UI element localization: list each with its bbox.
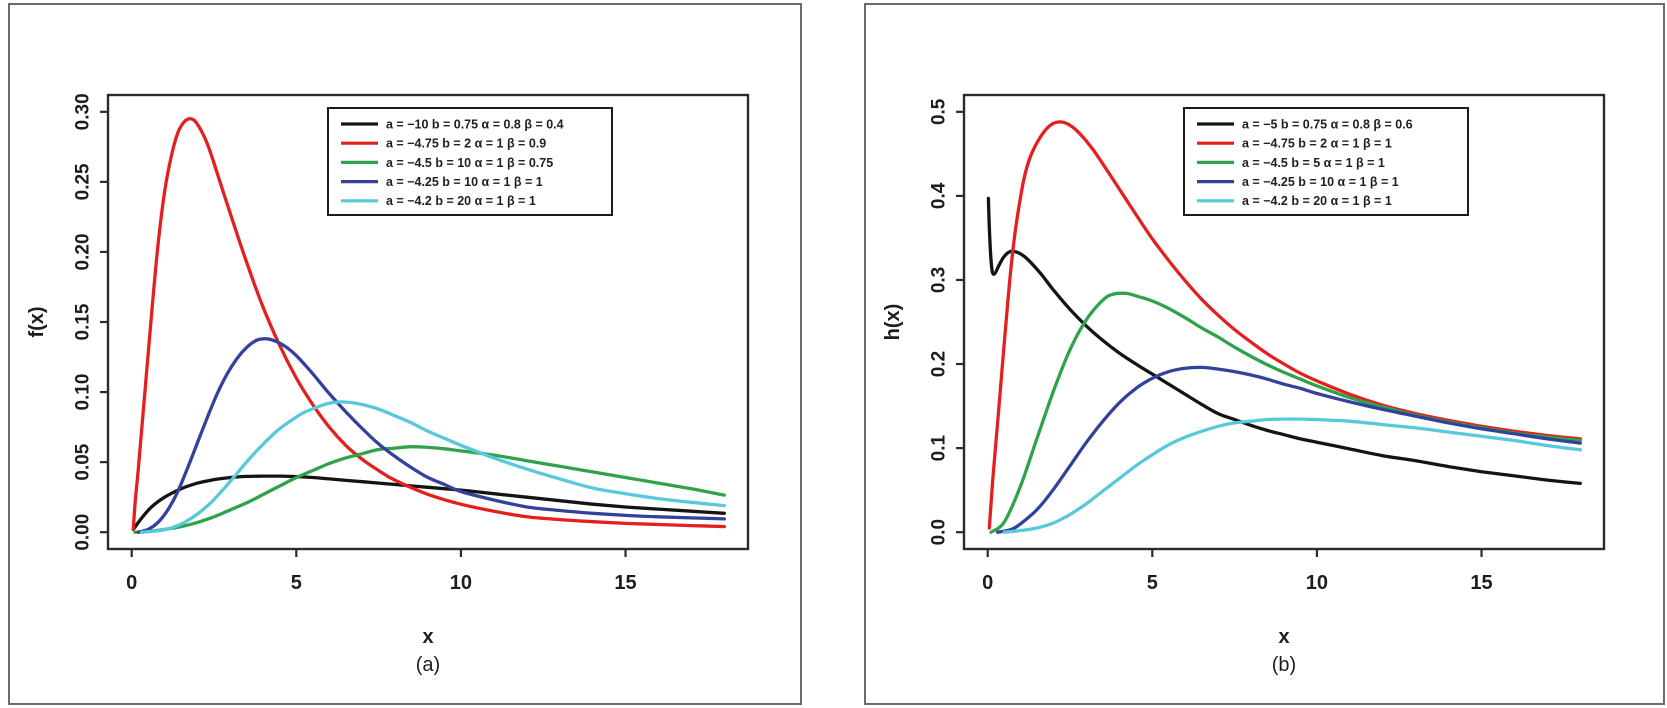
x-tick-label: 10 — [1306, 572, 1328, 594]
y-tick-label: 0.20 — [73, 233, 94, 270]
x-tick-label: 0 — [126, 572, 137, 594]
y-tick-label: 0.3 — [929, 267, 950, 293]
y-axis-label: h(x) — [882, 304, 904, 341]
legend-label-cyan: a = −4.2 b = 20 α = 1 β = 1 — [1242, 194, 1392, 208]
legend-label-blue: a = −4.25 b = 10 α = 1 β = 1 — [386, 175, 543, 189]
y-tick-label: 0.1 — [929, 434, 950, 461]
y-tick-label: 0.15 — [73, 303, 94, 340]
y-tick-label: 0.0 — [929, 519, 950, 545]
curve-black — [986, 196, 1582, 486]
legend-label-black: a = −10 b = 0.75 α = 0.8 β = 0.4 — [386, 117, 564, 131]
legend-label-black: a = −5 b = 0.75 α = 0.8 β = 0.6 — [1242, 117, 1413, 131]
x-tick-label: 0 — [982, 572, 993, 594]
y-tick-label: 0.10 — [73, 374, 94, 411]
curve-blue — [136, 337, 726, 534]
x-tick-label: 5 — [1147, 572, 1158, 594]
y-tick-label: 0.00 — [73, 514, 94, 551]
legend-label-blue: a = −4.25 b = 10 α = 1 β = 1 — [1242, 175, 1399, 189]
y-tick-label: 0.5 — [929, 98, 950, 125]
y-tick-label: 0.2 — [929, 351, 950, 377]
curve-black — [131, 474, 726, 532]
x-tick-label: 15 — [614, 572, 636, 594]
plot-box — [962, 93, 1606, 551]
y-tick-label: 0.4 — [929, 182, 950, 209]
legend-label-red: a = −4.75 b = 2 α = 1 β = 0.9 — [386, 137, 546, 151]
legend-label-green: a = −4.5 b = 5 α = 1 β = 1 — [1242, 156, 1385, 170]
y-tick-label: 0.05 — [73, 443, 94, 480]
x-tick-label: 5 — [291, 572, 302, 594]
curve-green — [989, 291, 1582, 534]
panel-a: 0 5 10 15 0.00 0.05 0.10 0.15 0.20 0.25 0.30 x (a) f(… — [8, 3, 802, 705]
curve-blue — [995, 365, 1582, 534]
y-tick-label: 0.25 — [73, 163, 94, 200]
curve-green — [133, 445, 726, 534]
legend-label-cyan: a = −4.2 b = 20 α = 1 β = 1 — [386, 194, 536, 208]
curve-cyan — [139, 400, 726, 534]
curve-cyan — [1002, 417, 1582, 534]
x-axis-label: x — [1278, 626, 1289, 648]
plot-svg-(b): 0 5 10 15 0.0 0.1 0.2 0.3 0.4 0.5 x (b) h(x) a = −5 b… — [882, 93, 1606, 676]
x-axis-label: x — [422, 626, 433, 648]
plot-svg-(a): 0 5 10 15 0.00 0.05 0.10 0.15 0.20 0.25 0.30 x (a) f(… — [26, 93, 750, 676]
x-tick-label: 10 — [450, 572, 472, 594]
panel-caption: (a) — [416, 654, 440, 676]
x-tick-label: 15 — [1470, 572, 1492, 594]
panel-b: 0 5 10 15 0.0 0.1 0.2 0.3 0.4 0.5 x (b) h(x) a = −5 b… — [864, 3, 1665, 705]
y-tick-label: 0.30 — [73, 93, 94, 130]
y-axis-label: f(x) — [26, 306, 48, 337]
legend-label-red: a = −4.75 b = 2 α = 1 β = 1 — [1242, 137, 1392, 151]
legend-label-green: a = −4.5 b = 10 α = 1 β = 0.75 — [386, 156, 553, 170]
panel-caption: (b) — [1272, 654, 1296, 676]
